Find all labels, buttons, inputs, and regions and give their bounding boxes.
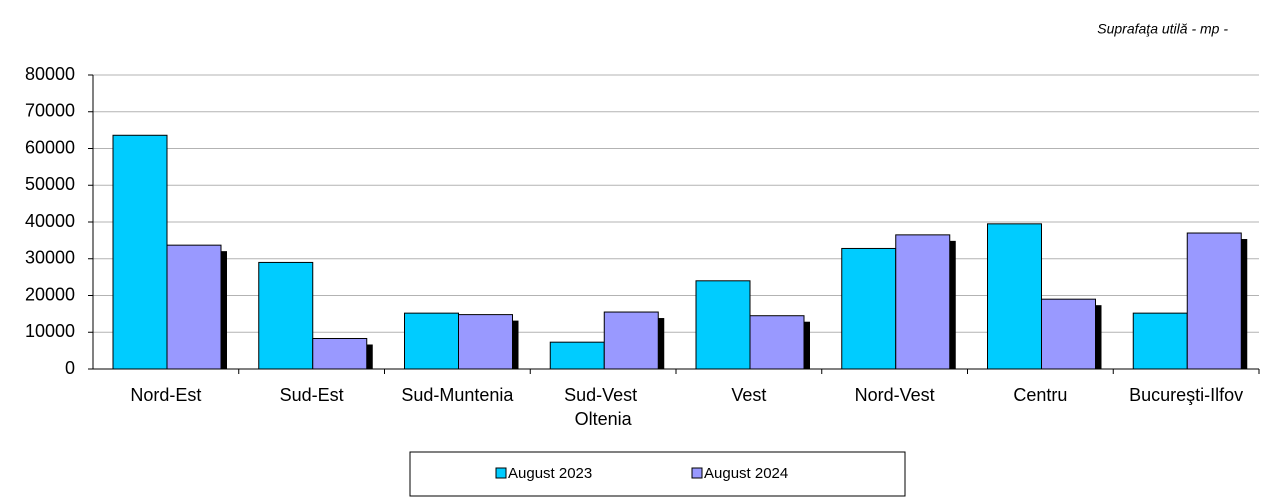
- bar: [258, 261, 314, 370]
- x-tick-label: Nord-Est: [130, 385, 201, 405]
- legend-label: August 2024: [704, 465, 788, 482]
- x-tick-label: Bucureşti-Ilfov: [1129, 385, 1243, 405]
- bar: [112, 134, 168, 370]
- y-tick-label: 30000: [25, 248, 75, 268]
- y-tick-label: 10000: [25, 321, 75, 341]
- bar: [404, 312, 459, 370]
- bar: [1041, 298, 1096, 370]
- bar: [312, 337, 368, 370]
- bar: [1132, 312, 1188, 370]
- y-tick-label: 70000: [25, 101, 75, 121]
- chart-subtitle: Suprafaţa utilă - mp -: [1097, 21, 1228, 37]
- x-tick-label: Sud-Vest Oltenia: [564, 385, 642, 429]
- x-tick-label: Sud-Muntenia: [401, 385, 514, 405]
- y-tick-label: 50000: [25, 174, 75, 194]
- bar: [603, 311, 659, 370]
- bar: [841, 247, 897, 370]
- legend-swatch: [495, 467, 507, 479]
- bar: [987, 223, 1042, 370]
- y-tick-label: 60000: [25, 137, 75, 157]
- bar: [166, 244, 222, 370]
- bar: [749, 315, 805, 370]
- x-tick-label: Vest: [731, 385, 766, 405]
- y-tick-label: 0: [65, 358, 75, 378]
- x-tick-label: Centru: [1013, 385, 1067, 405]
- y-tick-label: 40000: [25, 211, 75, 231]
- x-tick-label: Sud-Est: [280, 385, 344, 405]
- x-tick-label: Nord-Vest: [855, 385, 935, 405]
- legend-box: [409, 451, 906, 497]
- legend-label: August 2023: [508, 465, 592, 482]
- bar: [695, 280, 751, 370]
- bar: [458, 314, 513, 370]
- bar: [895, 234, 951, 370]
- bar: [549, 341, 605, 370]
- legend-swatch: [691, 467, 703, 479]
- bar: [1186, 232, 1242, 370]
- y-tick-label: 80000: [25, 64, 75, 84]
- y-tick-label: 20000: [25, 284, 75, 304]
